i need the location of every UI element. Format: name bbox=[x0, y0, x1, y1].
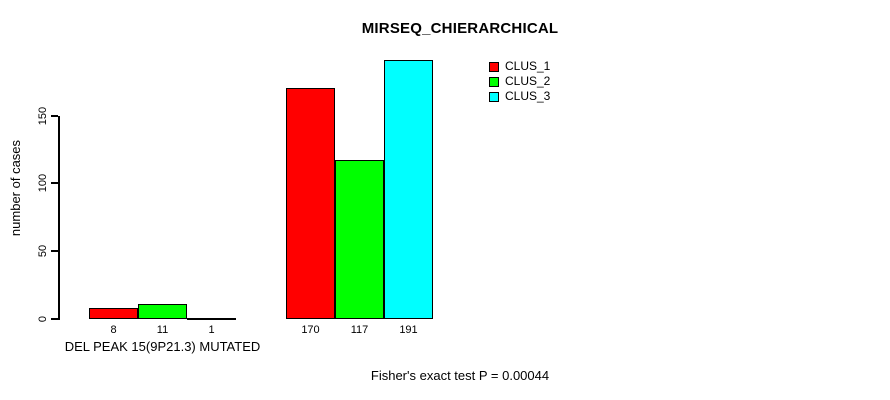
legend-label: CLUS_3 bbox=[505, 89, 551, 103]
legend: CLUS_1 CLUS_2 CLUS_3 bbox=[489, 59, 550, 104]
y-axis-tick bbox=[51, 250, 58, 253]
legend-item-clus_3: CLUS_3 bbox=[489, 89, 550, 104]
bar-clus_3-group2 bbox=[384, 60, 433, 319]
bar-clus_2-group2 bbox=[335, 160, 384, 319]
legend-item-clus_1: CLUS_1 bbox=[489, 59, 550, 74]
legend-swatch-icon bbox=[489, 91, 499, 102]
legend-swatch-icon bbox=[489, 61, 499, 72]
stat-annotation: Fisher's exact test P = 0.00044 bbox=[370, 368, 550, 383]
bar-value-label: 170 bbox=[301, 324, 320, 336]
bar-value-label: 191 bbox=[399, 324, 418, 336]
y-axis-line bbox=[58, 115, 60, 320]
bar-clus_1-group2 bbox=[286, 88, 335, 319]
legend-label: CLUS_2 bbox=[505, 74, 551, 88]
bar-clus_3-group1 bbox=[187, 317, 236, 320]
bar-value-label: 117 bbox=[350, 324, 369, 336]
y-axis-tick bbox=[51, 318, 58, 320]
chart-title: MIRSEQ_CHIERARCHICAL bbox=[361, 20, 559, 37]
legend-swatch-icon bbox=[489, 76, 499, 87]
y-axis-label: number of cases bbox=[8, 139, 23, 237]
y-axis-tick bbox=[51, 114, 58, 117]
y-axis-tick-label: 50 bbox=[37, 245, 49, 258]
bar-value-label: 1 bbox=[208, 324, 215, 336]
legend-item-clus_2: CLUS_2 bbox=[489, 74, 550, 89]
y-axis-tick bbox=[51, 182, 58, 185]
x-axis-group-label: DEL PEAK 15(9P21.3) MUTATED bbox=[64, 339, 261, 354]
bar-value-label: 8 bbox=[110, 324, 117, 336]
y-axis-tick-label: 150 bbox=[37, 106, 49, 125]
legend-label: CLUS_1 bbox=[505, 59, 551, 73]
y-axis-tick-label: 100 bbox=[37, 174, 49, 193]
y-axis-tick-label: 0 bbox=[37, 315, 49, 323]
bar-value-label: 11 bbox=[156, 324, 169, 336]
bar-clus_1-group1 bbox=[89, 308, 138, 319]
bar-clus_2-group1 bbox=[138, 304, 187, 319]
